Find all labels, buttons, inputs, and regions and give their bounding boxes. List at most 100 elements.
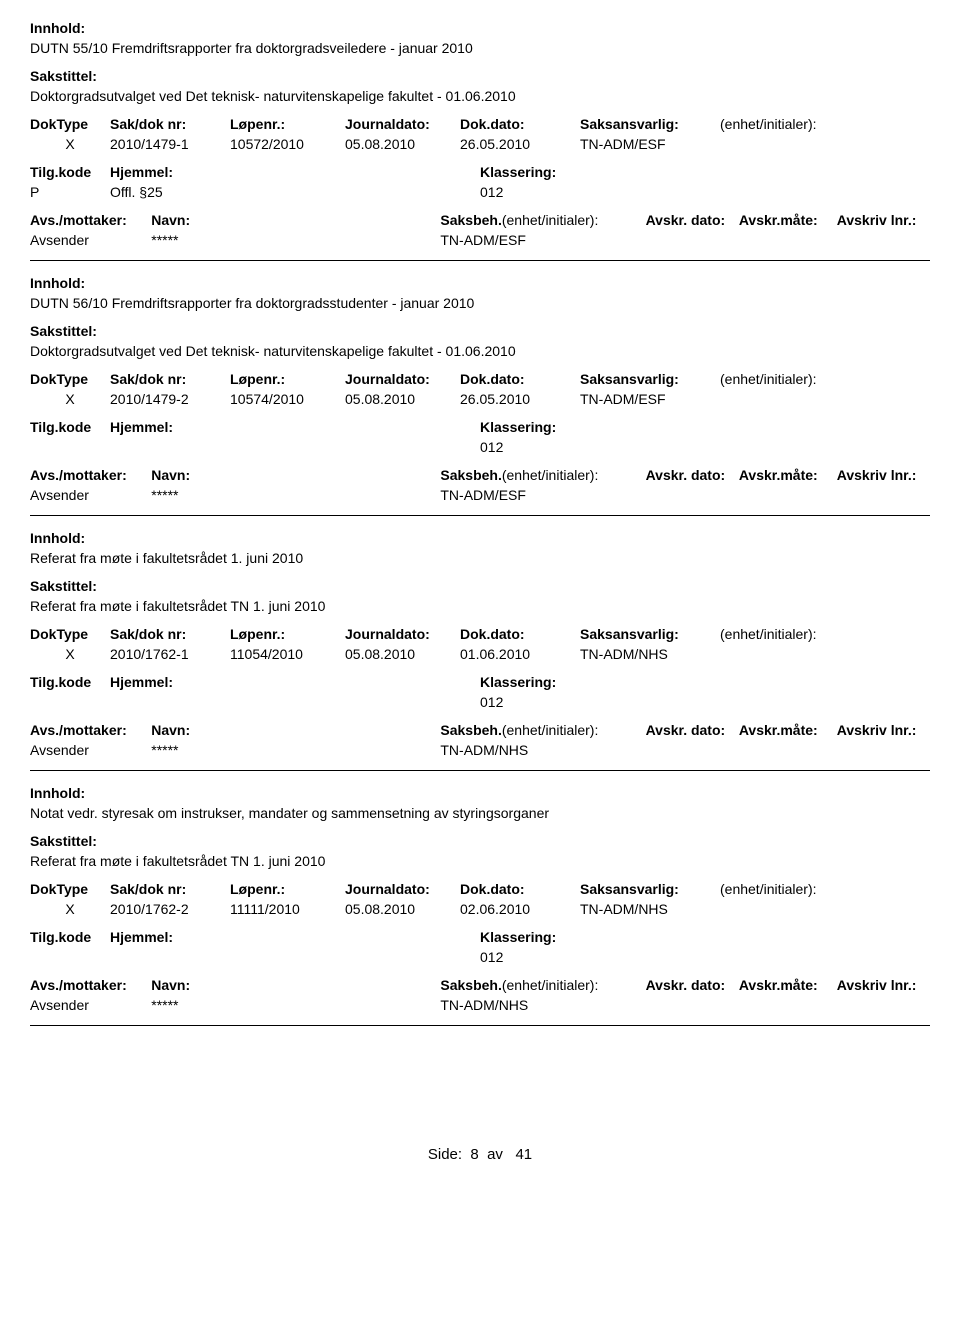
- tilgkode-header: Tilg.kode: [30, 674, 110, 690]
- enhet-header: (enhet/initialer):: [720, 116, 870, 132]
- sakdoknr-value: 2010/1762-1: [110, 646, 230, 662]
- sakdoknr-header: Sak/dok nr:: [110, 881, 230, 897]
- innhold-value: Notat vedr. styresak om instrukser, mand…: [30, 805, 930, 821]
- main-row: DokType X Sak/dok nr: 2010/1762-2 Løpenr…: [30, 881, 930, 917]
- tilgkode-header: Tilg.kode: [30, 419, 110, 435]
- navn-header: Navn:: [151, 467, 440, 483]
- saksansvarlig-value: TN-ADM/ESF: [580, 136, 720, 152]
- lopenr-header: Løpenr.:: [230, 371, 345, 387]
- navn-value: *****: [151, 742, 440, 758]
- sakdoknr-value: 2010/1479-2: [110, 391, 230, 407]
- doktype-header: DokType: [30, 626, 110, 642]
- saksansvarlig-header: Saksansvarlig:: [580, 116, 720, 132]
- dokdato-header: Dok.dato:: [460, 116, 580, 132]
- avskrivlnr-header: Avskriv lnr.:: [837, 212, 930, 228]
- dokdato-header: Dok.dato:: [460, 626, 580, 642]
- avskrdato-header: Avskr. dato:: [646, 722, 739, 738]
- avskrivlnr-header: Avskriv lnr.:: [837, 722, 930, 738]
- klassering-header: Klassering:: [480, 929, 780, 945]
- sakstittel-value: Referat fra møte i fakultetsrådet TN 1. …: [30, 853, 930, 869]
- journaldato-value: 05.08.2010: [345, 136, 460, 152]
- sakdoknr-header: Sak/dok nr:: [110, 371, 230, 387]
- saksbeh-value: TN-ADM/NHS: [440, 997, 645, 1013]
- sakstittel-label: Sakstittel:: [30, 578, 930, 594]
- avskrmate-header: Avskr.måte:: [739, 467, 837, 483]
- doktype-header: DokType: [30, 116, 110, 132]
- main-row: DokType X Sak/dok nr: 2010/1479-2 Løpenr…: [30, 371, 930, 407]
- journal-record: Innhold: Referat fra møte i fakultetsråd…: [30, 530, 930, 771]
- navn-value: *****: [151, 997, 440, 1013]
- innhold-label: Innhold:: [30, 20, 930, 36]
- hjemmel-header: Hjemmel:: [110, 164, 480, 180]
- footer-page: 8: [470, 1146, 478, 1163]
- avsmottaker-value: Avsender: [30, 232, 151, 248]
- saksbeh-value: TN-ADM/ESF: [440, 487, 645, 503]
- doktype-value: X: [30, 901, 110, 917]
- journaldato-header: Journaldato:: [345, 116, 460, 132]
- avsmottaker-value: Avsender: [30, 997, 151, 1013]
- innhold-label: Innhold:: [30, 275, 930, 291]
- doktype-value: X: [30, 391, 110, 407]
- main-row: DokType X Sak/dok nr: 2010/1479-1 Løpenr…: [30, 116, 930, 152]
- innhold-value: DUTN 56/10 Fremdriftsrapporter fra dokto…: [30, 295, 930, 311]
- avskrmate-header: Avskr.måte:: [739, 212, 837, 228]
- enhet-header: (enhet/initialer):: [720, 881, 870, 897]
- saksbeh-value: TN-ADM/NHS: [440, 742, 645, 758]
- hjemmel-value: Offl. §25: [110, 184, 480, 200]
- tilg-row: Tilg.kode Hjemmel: Klassering: 012: [30, 929, 930, 965]
- innhold-label: Innhold:: [30, 530, 930, 546]
- avsmottaker-header: Avs./mottaker:: [30, 722, 151, 738]
- avs-row: Avs./mottaker: Avsender Navn: ***** Saks…: [30, 722, 930, 758]
- sakdoknr-value: 2010/1479-1: [110, 136, 230, 152]
- dokdato-value: 02.06.2010: [460, 901, 580, 917]
- avskrmate-header: Avskr.måte:: [739, 722, 837, 738]
- saksansvarlig-value: TN-ADM/ESF: [580, 391, 720, 407]
- tilgkode-header: Tilg.kode: [30, 929, 110, 945]
- navn-value: *****: [151, 232, 440, 248]
- journaldato-header: Journaldato:: [345, 881, 460, 897]
- lopenr-value: 10574/2010: [230, 391, 345, 407]
- dokdato-header: Dok.dato:: [460, 371, 580, 387]
- journaldato-value: 05.08.2010: [345, 391, 460, 407]
- klassering-value: 012: [480, 439, 780, 455]
- navn-header: Navn:: [151, 977, 440, 993]
- klassering-header: Klassering:: [480, 674, 780, 690]
- avsmottaker-header: Avs./mottaker:: [30, 212, 151, 228]
- footer-prefix: Side:: [428, 1146, 462, 1163]
- journal-record: Innhold: DUTN 56/10 Fremdriftsrapporter …: [30, 275, 930, 516]
- page-footer: Side: 8 av 41: [30, 1146, 930, 1163]
- dokdato-header: Dok.dato:: [460, 881, 580, 897]
- saksansvarlig-header: Saksansvarlig:: [580, 371, 720, 387]
- avsmottaker-value: Avsender: [30, 742, 151, 758]
- innhold-value: Referat fra møte i fakultetsrådet 1. jun…: [30, 550, 930, 566]
- saksbeh-header: Saksbeh.(enhet/initialer):: [440, 722, 645, 738]
- tilg-row: Tilg.kode Hjemmel: Klassering: 012: [30, 674, 930, 710]
- tilg-row: Tilg.kode Hjemmel: Klassering: 012: [30, 419, 930, 455]
- enhet-header: (enhet/initialer):: [720, 371, 870, 387]
- navn-header: Navn:: [151, 722, 440, 738]
- saksansvarlig-header: Saksansvarlig:: [580, 881, 720, 897]
- avsmottaker-value: Avsender: [30, 487, 151, 503]
- doktype-header: DokType: [30, 371, 110, 387]
- avs-row: Avs./mottaker: Avsender Navn: ***** Saks…: [30, 467, 930, 503]
- navn-header: Navn:: [151, 212, 440, 228]
- lopenr-header: Løpenr.:: [230, 881, 345, 897]
- footer-total: 41: [515, 1146, 532, 1163]
- lopenr-value: 10572/2010: [230, 136, 345, 152]
- main-row: DokType X Sak/dok nr: 2010/1762-1 Løpenr…: [30, 626, 930, 662]
- saksbeh-header: Saksbeh.(enhet/initialer):: [440, 212, 645, 228]
- tilgkode-value: P: [30, 184, 110, 200]
- klassering-header: Klassering:: [480, 419, 780, 435]
- avs-row: Avs./mottaker: Avsender Navn: ***** Saks…: [30, 977, 930, 1013]
- hjemmel-header: Hjemmel:: [110, 674, 480, 690]
- hjemmel-header: Hjemmel:: [110, 419, 480, 435]
- dokdato-value: 01.06.2010: [460, 646, 580, 662]
- sakdoknr-header: Sak/dok nr:: [110, 116, 230, 132]
- avskrivlnr-header: Avskriv lnr.:: [837, 467, 930, 483]
- tilgkode-header: Tilg.kode: [30, 164, 110, 180]
- saksbeh-header: Saksbeh.(enhet/initialer):: [440, 467, 645, 483]
- sakstittel-label: Sakstittel:: [30, 833, 930, 849]
- navn-value: *****: [151, 487, 440, 503]
- journaldato-value: 05.08.2010: [345, 646, 460, 662]
- lopenr-header: Løpenr.:: [230, 116, 345, 132]
